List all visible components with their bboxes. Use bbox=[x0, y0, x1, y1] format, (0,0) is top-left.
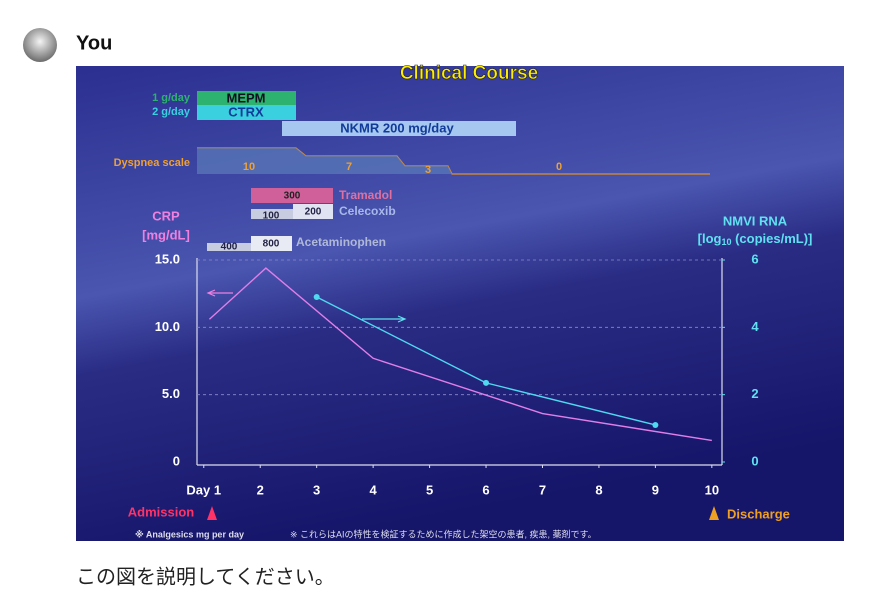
dyspnea-area bbox=[197, 148, 452, 174]
y2-axis-label: NMVI RNA bbox=[723, 213, 788, 228]
slide-background bbox=[76, 66, 844, 541]
axis-arrow bbox=[362, 315, 407, 323]
x-tick-label: 2 bbox=[257, 482, 264, 497]
x-tick-label: 7 bbox=[539, 482, 546, 497]
treatment-bar bbox=[282, 121, 516, 136]
chart-title: Clinical Course bbox=[400, 63, 538, 84]
axis-arrow bbox=[206, 289, 233, 297]
analgesic-label: Acetaminophen bbox=[296, 235, 386, 249]
x-tick-label: 8 bbox=[595, 482, 602, 497]
dose-value: 400 bbox=[221, 242, 238, 253]
discharge-label: Discharge bbox=[727, 506, 790, 521]
admission-label: Admission bbox=[128, 504, 195, 519]
y2-tick-label: 4 bbox=[751, 319, 759, 334]
chart-image: Clinical Course 1 g/day 2 g/day MEPM CTR… bbox=[76, 63, 844, 541]
data-point bbox=[652, 421, 659, 428]
data-line bbox=[208, 267, 712, 442]
dose-value: 100 bbox=[263, 211, 280, 222]
analgesic-label: Tramadol bbox=[339, 188, 392, 202]
footnote: ※ Analgesics mg per day bbox=[135, 529, 244, 539]
drug-label: MEPM bbox=[227, 90, 266, 105]
treatment-bar bbox=[197, 105, 296, 120]
y-axis-label: CRP bbox=[152, 208, 180, 223]
user-name: You bbox=[76, 32, 112, 54]
dose-label: 2 g/day bbox=[152, 106, 191, 118]
dose-bar bbox=[251, 188, 333, 203]
dyspnea-score: 0 bbox=[556, 161, 562, 173]
dyspnea-score: 10 bbox=[243, 161, 255, 173]
label-part: (copies/mL)] bbox=[731, 231, 812, 246]
x-tick-label: 4 bbox=[370, 482, 378, 497]
user-message: この図を説明してください。 bbox=[76, 565, 335, 588]
dose-bar bbox=[207, 243, 251, 251]
analgesic-label: Celecoxib bbox=[339, 204, 396, 218]
x-tick-label: 6 bbox=[482, 482, 489, 497]
dose-label: 1 g/day bbox=[152, 92, 191, 104]
treatment-bar bbox=[197, 91, 296, 105]
admission-marker bbox=[207, 506, 217, 520]
dyspnea-label: Dyspnea scale bbox=[114, 157, 190, 169]
discharge-marker bbox=[709, 506, 719, 520]
y-tick-label: 15.0 bbox=[155, 251, 180, 266]
dose-bar bbox=[251, 236, 292, 251]
avatar bbox=[23, 28, 57, 62]
x-tick-label: 9 bbox=[652, 482, 659, 497]
label-subscript: 10 bbox=[721, 237, 731, 247]
y-tick-label: 5.0 bbox=[162, 386, 180, 401]
label-part: [log bbox=[698, 231, 722, 246]
dose-value: 200 bbox=[305, 207, 322, 218]
y2-tick-label: 2 bbox=[751, 386, 758, 401]
x-tick-label: 5 bbox=[426, 482, 433, 497]
x-tick-label: 3 bbox=[313, 482, 320, 497]
y2-axis-label: [log10 (copies/mL)] bbox=[698, 231, 813, 247]
dose-bar bbox=[293, 204, 333, 219]
dyspnea-score: 7 bbox=[346, 161, 352, 173]
plot-area: 0 5.0 10.0 15.0 0 2 4 6 Day 1 2 3 4 5 6 7 8 9 10 bbox=[155, 251, 760, 497]
data-point bbox=[313, 294, 320, 301]
y2-tick-label: 0 bbox=[751, 453, 758, 468]
footnote: ※ これらはAIの特性を検証するために作成した架空の患者, 疾患, 薬剤です。 bbox=[290, 528, 597, 539]
dose-bar bbox=[251, 209, 293, 219]
y2-tick-label: 6 bbox=[751, 251, 758, 266]
dyspnea-score: 3 bbox=[425, 164, 431, 176]
dose-value: 300 bbox=[284, 191, 301, 202]
drug-label: NKMR 200 mg/day bbox=[340, 120, 454, 135]
dose-value: 800 bbox=[263, 239, 280, 250]
y-tick-label: 10.0 bbox=[155, 319, 180, 334]
y-tick-label: 0 bbox=[173, 453, 180, 468]
data-point bbox=[483, 379, 490, 386]
x-tick-label: Day 1 bbox=[186, 482, 221, 497]
y-axis-label: [mg/dL] bbox=[142, 227, 190, 242]
x-tick-label: 10 bbox=[705, 482, 719, 497]
drug-label: CTRX bbox=[228, 104, 264, 119]
